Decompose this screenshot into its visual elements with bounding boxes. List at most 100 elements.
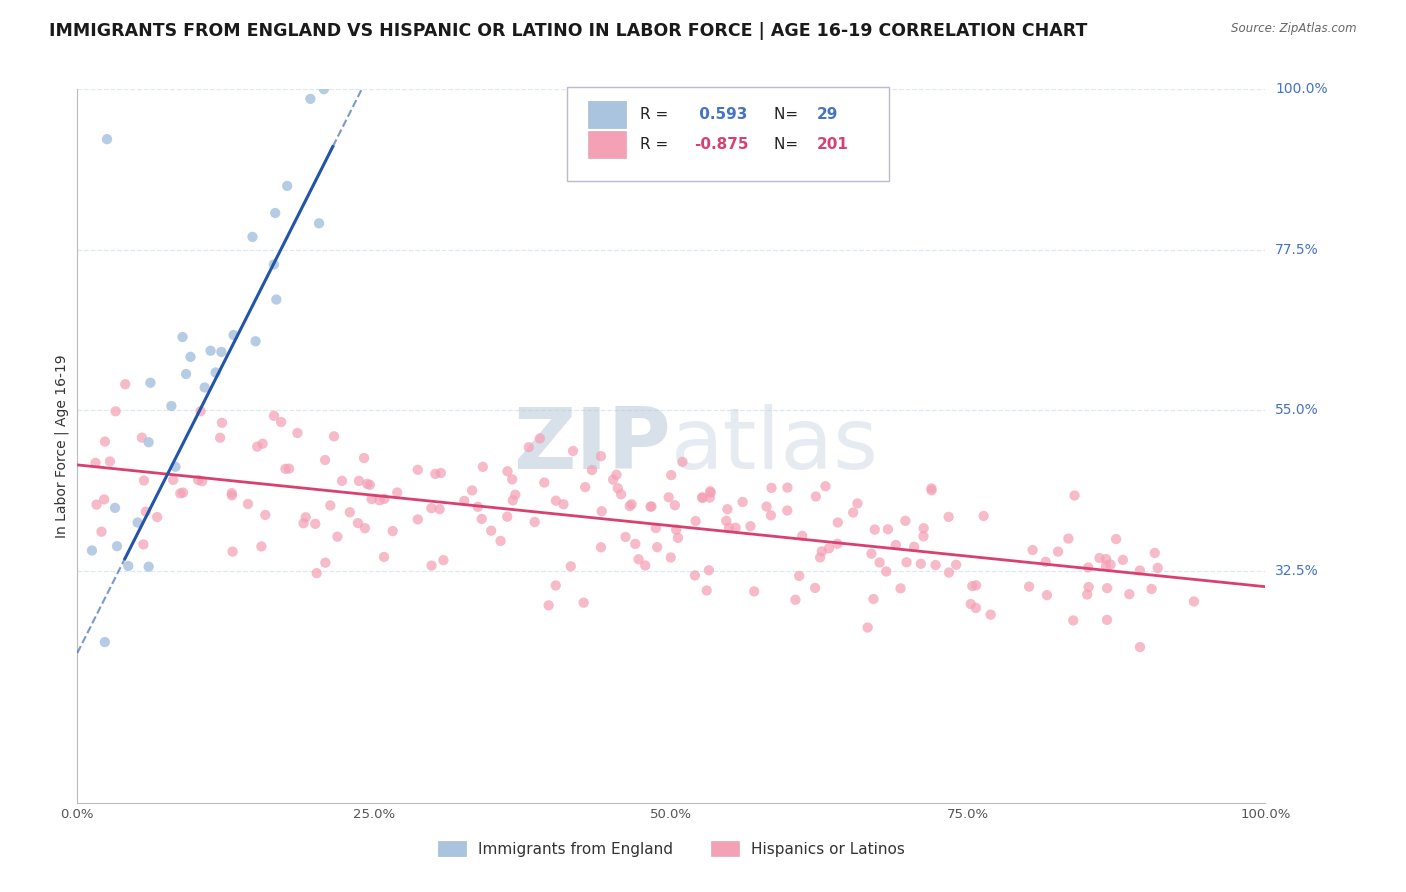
Point: [894, 514, 917, 528]
Point: [1062, 614, 1084, 628]
Point: [1146, 561, 1168, 575]
Point: [863, 523, 886, 537]
Point: [945, 558, 967, 572]
Point: [962, 579, 984, 593]
Point: [162, 473, 184, 487]
Point: [537, 599, 560, 613]
Point: [740, 519, 762, 533]
Point: [294, 510, 316, 524]
Point: [172, 330, 194, 344]
Point: [645, 540, 668, 554]
Point: [194, 380, 217, 394]
Point: [127, 516, 149, 530]
Point: [274, 462, 297, 476]
Point: [187, 473, 209, 487]
Point: [1129, 564, 1152, 578]
Point: [270, 415, 292, 429]
Point: [204, 366, 226, 380]
Point: [856, 620, 879, 634]
Point: [903, 540, 925, 554]
Text: 77.5%: 77.5%: [1275, 243, 1319, 257]
Point: [347, 474, 370, 488]
Point: [1182, 594, 1205, 608]
Point: [624, 537, 647, 551]
Point: [132, 537, 155, 551]
Point: [312, 82, 335, 96]
Text: 55.0%: 55.0%: [1275, 403, 1319, 417]
Point: [461, 483, 484, 498]
Point: [1095, 613, 1118, 627]
Point: [560, 559, 582, 574]
Point: [965, 578, 987, 592]
Point: [965, 601, 987, 615]
Point: [1035, 555, 1057, 569]
Text: -0.875: -0.875: [695, 137, 748, 153]
Point: [165, 459, 187, 474]
Point: [658, 490, 681, 504]
Point: [846, 496, 869, 510]
Point: [697, 563, 720, 577]
Point: [373, 491, 395, 506]
Point: [429, 502, 451, 516]
Point: [326, 530, 349, 544]
Point: [304, 516, 326, 531]
Point: [572, 596, 595, 610]
Point: [496, 464, 519, 478]
Text: atlas: atlas: [672, 404, 879, 488]
Point: [896, 555, 918, 569]
Point: [644, 521, 666, 535]
Text: R =: R =: [641, 107, 673, 121]
Point: [1036, 588, 1059, 602]
Point: [544, 578, 567, 592]
Point: [980, 607, 1002, 622]
Point: [529, 432, 551, 446]
Point: [808, 550, 831, 565]
Point: [589, 449, 612, 463]
Point: [254, 508, 277, 522]
Point: [347, 516, 370, 530]
Point: [222, 328, 245, 343]
Y-axis label: In Labor Force | Age 16-19: In Labor Force | Age 16-19: [55, 354, 69, 538]
Point: [875, 565, 897, 579]
Point: [699, 485, 721, 500]
Point: [200, 343, 222, 358]
Point: [716, 514, 738, 528]
Point: [716, 502, 738, 516]
Point: [138, 559, 160, 574]
Point: [471, 459, 494, 474]
Point: [912, 529, 935, 543]
Point: [759, 508, 782, 523]
Point: [263, 257, 285, 271]
Point: [860, 547, 883, 561]
Point: [1057, 532, 1080, 546]
Point: [804, 581, 827, 595]
Point: [314, 453, 336, 467]
Point: [666, 531, 689, 545]
Point: [1095, 552, 1118, 566]
Point: [278, 461, 301, 475]
Point: [876, 522, 898, 536]
Point: [191, 475, 214, 489]
Point: [602, 473, 624, 487]
Point: [381, 524, 404, 538]
Point: [420, 558, 443, 573]
Point: [610, 487, 633, 501]
Point: [606, 481, 628, 495]
Point: [430, 466, 453, 480]
Point: [581, 463, 603, 477]
Point: [792, 529, 814, 543]
Point: [373, 549, 395, 564]
Point: [246, 440, 269, 454]
Point: [591, 504, 613, 518]
Point: [131, 431, 153, 445]
Point: [276, 178, 298, 193]
Text: ZIP: ZIP: [513, 404, 672, 488]
Point: [425, 467, 447, 481]
Point: [924, 558, 946, 572]
Point: [640, 500, 662, 514]
Point: [699, 484, 721, 499]
Point: [360, 492, 382, 507]
FancyBboxPatch shape: [588, 101, 626, 128]
Point: [406, 463, 429, 477]
Point: [86, 498, 108, 512]
